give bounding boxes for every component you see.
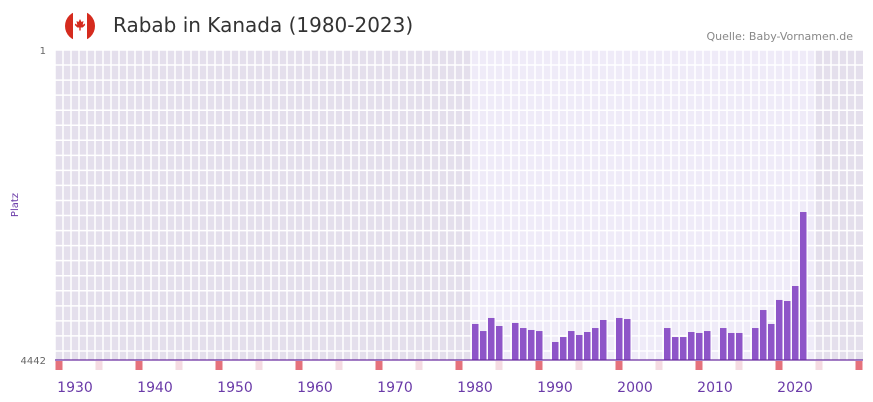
decade-marker — [215, 361, 223, 370]
x-tick-label: 1980 — [457, 380, 493, 396]
decade-marker — [295, 361, 303, 370]
decade-marker — [55, 361, 63, 370]
x-tick-label: 1930 — [57, 380, 93, 396]
bar-2015 — [752, 328, 759, 360]
bar-1983 — [496, 326, 503, 360]
half-decade-marker — [335, 361, 343, 370]
bar-1996 — [600, 320, 607, 360]
y-tick-label: 1 — [40, 46, 46, 57]
half-decade-marker — [175, 361, 183, 370]
bar-2004 — [664, 328, 671, 360]
bar-2013 — [736, 332, 743, 360]
bar-2009 — [704, 331, 711, 360]
bar-1982 — [488, 317, 495, 360]
decade-marker — [375, 361, 383, 370]
y-axis-label: Platz — [10, 193, 21, 217]
x-tick-label: 2000 — [617, 380, 653, 396]
source-credit: Quelle: Baby-Vornamen.de — [706, 30, 853, 43]
half-decade-marker — [735, 361, 743, 370]
bar-2011 — [720, 328, 727, 360]
decade-marker — [695, 361, 703, 370]
bar-2007 — [688, 332, 695, 360]
bar-1985 — [512, 323, 519, 360]
bar-2020 — [792, 286, 799, 360]
decade-marker — [535, 361, 543, 370]
bar-2018 — [776, 299, 783, 360]
decade-marker — [855, 361, 863, 370]
bar-1980 — [472, 323, 479, 360]
x-tick-label: 2010 — [697, 380, 733, 396]
data-range-background — [471, 50, 815, 360]
bar-2016 — [760, 310, 767, 360]
bar-2017 — [768, 323, 775, 360]
half-decade-marker — [95, 361, 103, 370]
y-tick-label: 4442 — [21, 356, 46, 367]
x-tick-label: 2020 — [777, 380, 813, 396]
half-decade-marker — [575, 361, 583, 370]
bar-1994 — [584, 332, 591, 360]
decade-marker — [455, 361, 463, 370]
bar-1995 — [592, 328, 599, 360]
bar-2006 — [680, 337, 687, 360]
bar-2008 — [696, 332, 703, 360]
bar-1990 — [552, 341, 559, 360]
bar-1998 — [616, 317, 623, 360]
canada-flag-icon — [65, 11, 95, 41]
bar-2021 — [800, 212, 807, 360]
x-tick-label: 1950 — [217, 380, 253, 396]
decade-marker — [135, 361, 143, 370]
bar-2012 — [728, 332, 735, 360]
half-decade-marker — [255, 361, 263, 370]
bar-1993 — [576, 335, 583, 360]
bar-2005 — [672, 337, 679, 360]
bar-1992 — [568, 331, 575, 360]
chart-title: Rabab in Kanada (1980-2023) — [113, 13, 414, 37]
bar-1981 — [480, 331, 487, 360]
x-tick-label: 1960 — [297, 380, 333, 396]
half-decade-marker — [415, 361, 423, 370]
bar-1999 — [624, 319, 631, 360]
half-decade-marker — [495, 361, 503, 370]
bar-1987 — [528, 329, 535, 360]
x-tick-label: 1940 — [137, 380, 173, 396]
bar-1991 — [560, 337, 567, 360]
bar-1986 — [520, 328, 527, 360]
decade-marker — [775, 361, 783, 370]
decade-marker — [615, 361, 623, 370]
x-tick-label: 1970 — [377, 380, 413, 396]
half-decade-marker — [655, 361, 663, 370]
bar-2019 — [784, 301, 791, 360]
bar-1988 — [536, 331, 543, 360]
x-tick-label: 1990 — [537, 380, 573, 396]
half-decade-marker — [815, 361, 823, 370]
